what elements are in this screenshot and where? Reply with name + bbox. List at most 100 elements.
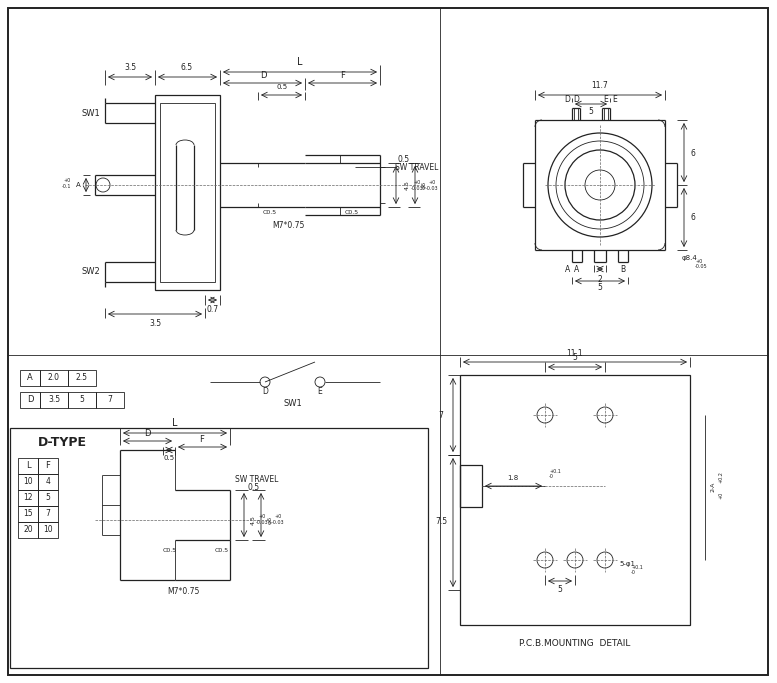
- Text: 20: 20: [23, 525, 33, 535]
- Text: A: A: [565, 266, 570, 275]
- Text: 7: 7: [46, 510, 51, 518]
- Text: SW TRAVEL: SW TRAVEL: [395, 163, 438, 171]
- Text: D-TYPE: D-TYPE: [37, 436, 86, 449]
- Text: +0: +0: [719, 491, 723, 499]
- Text: -0.1: -0.1: [62, 184, 71, 189]
- Text: 2.5: 2.5: [76, 374, 88, 382]
- Text: φ6: φ6: [267, 516, 273, 524]
- Bar: [10, 428, 428, 668]
- Text: 11.1: 11.1: [566, 348, 584, 357]
- Text: F: F: [340, 70, 346, 79]
- Text: +0.1
-0: +0.1 -0: [549, 469, 561, 479]
- Text: 3.5: 3.5: [149, 318, 161, 328]
- Text: C0.5: C0.5: [215, 548, 229, 553]
- Text: 2.0: 2.0: [48, 374, 60, 382]
- Text: 2-A: 2-A: [710, 482, 716, 492]
- Text: E: E: [604, 96, 608, 104]
- Text: F: F: [46, 462, 51, 471]
- Text: C0.5: C0.5: [263, 210, 277, 216]
- Text: C0.5: C0.5: [345, 210, 359, 216]
- Bar: [18, 458, 38, 474]
- Text: +0: +0: [413, 180, 420, 184]
- Text: 7: 7: [107, 395, 113, 404]
- Text: 5: 5: [598, 283, 602, 292]
- Text: +0: +0: [428, 180, 436, 184]
- Bar: [68, 370, 96, 386]
- Bar: [96, 392, 124, 408]
- Text: SW1: SW1: [82, 109, 100, 117]
- Text: 0.5: 0.5: [248, 484, 260, 492]
- Bar: [18, 506, 38, 522]
- Text: SW2: SW2: [82, 268, 100, 277]
- Text: 6.5: 6.5: [181, 63, 193, 72]
- Text: A: A: [27, 374, 33, 382]
- Bar: [20, 370, 40, 386]
- Text: +0: +0: [274, 514, 281, 520]
- Text: E: E: [318, 387, 322, 397]
- Text: 2: 2: [598, 275, 602, 283]
- Bar: [38, 490, 58, 506]
- Text: F: F: [200, 436, 204, 445]
- Text: P.C.B.MOUNTING  DETAIL: P.C.B.MOUNTING DETAIL: [519, 639, 631, 647]
- Text: A: A: [574, 266, 580, 275]
- Text: 5: 5: [588, 107, 594, 117]
- Text: 0.7: 0.7: [207, 305, 219, 314]
- Text: 0.5: 0.5: [163, 455, 175, 461]
- Text: M7*0.75: M7*0.75: [272, 221, 305, 229]
- Text: D: D: [564, 96, 570, 104]
- Text: 5: 5: [46, 494, 51, 503]
- Text: +0: +0: [64, 178, 71, 182]
- Text: A: A: [75, 182, 80, 188]
- Text: +0
-0.05: +0 -0.05: [695, 259, 708, 269]
- Text: L: L: [26, 462, 30, 471]
- Text: 0.5: 0.5: [277, 84, 287, 90]
- Text: 11.7: 11.7: [591, 81, 608, 89]
- Bar: [160, 103, 215, 282]
- Text: -0.03: -0.03: [272, 520, 284, 525]
- Bar: [38, 506, 58, 522]
- Bar: [18, 474, 38, 490]
- Text: 6: 6: [691, 148, 695, 158]
- Text: 4.5: 4.5: [250, 515, 256, 525]
- Text: 12: 12: [23, 494, 33, 503]
- Text: 10: 10: [44, 525, 53, 535]
- Text: 10: 10: [23, 477, 33, 486]
- Bar: [40, 370, 68, 386]
- Bar: [20, 392, 40, 408]
- Text: C0.5: C0.5: [163, 548, 177, 553]
- Text: -0.03: -0.03: [411, 186, 423, 191]
- Bar: [38, 474, 58, 490]
- Text: 4.5: 4.5: [405, 180, 409, 190]
- Text: φ6: φ6: [421, 181, 427, 189]
- Text: 7.5: 7.5: [435, 518, 447, 527]
- Bar: [38, 458, 58, 474]
- Text: D: D: [26, 395, 33, 404]
- Text: 0.5: 0.5: [398, 154, 410, 163]
- Text: L: L: [172, 418, 178, 428]
- Text: B: B: [621, 266, 625, 275]
- Text: -0.03: -0.03: [256, 520, 268, 525]
- Text: 6: 6: [691, 212, 695, 221]
- Text: 3.5: 3.5: [48, 395, 60, 404]
- Bar: [460, 465, 482, 507]
- Text: 7: 7: [438, 410, 444, 419]
- Bar: [18, 490, 38, 506]
- Text: 15: 15: [23, 510, 33, 518]
- Text: +0.2: +0.2: [719, 471, 723, 483]
- Text: E: E: [612, 96, 617, 104]
- Bar: [460, 375, 690, 625]
- Text: 5: 5: [79, 395, 85, 404]
- Text: 3.5: 3.5: [124, 63, 136, 72]
- Text: φ8.4: φ8.4: [682, 255, 698, 261]
- Text: SW1: SW1: [284, 400, 302, 408]
- Text: 4: 4: [46, 477, 51, 486]
- Text: +0: +0: [259, 514, 266, 520]
- Text: D: D: [260, 70, 267, 79]
- Bar: [68, 392, 96, 408]
- Text: 5: 5: [573, 354, 577, 363]
- Bar: [38, 522, 58, 538]
- Bar: [40, 392, 68, 408]
- Text: D: D: [262, 387, 268, 397]
- Bar: [18, 522, 38, 538]
- Text: D: D: [144, 430, 150, 438]
